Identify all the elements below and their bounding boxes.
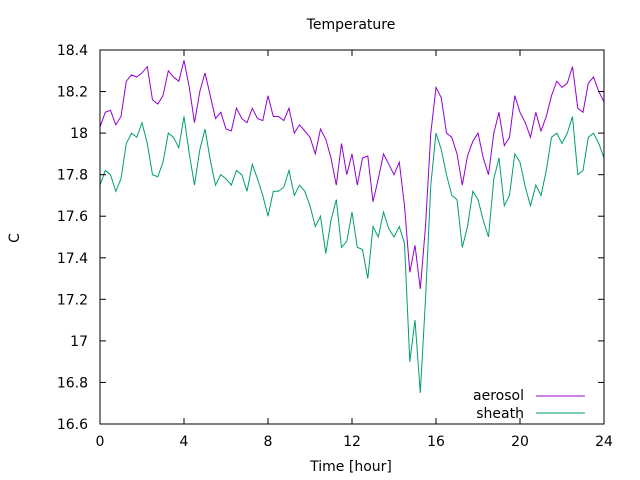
y-tick-label: 18.4 xyxy=(57,43,88,59)
plot-frame xyxy=(99,49,605,425)
x-tick-label: 0 xyxy=(96,434,105,450)
x-tick-label: 8 xyxy=(264,434,273,450)
y-tick-label: 17.4 xyxy=(57,251,88,267)
legend-label-aerosol: aerosol xyxy=(473,388,524,404)
legend-label-sheath: sheath xyxy=(476,406,524,422)
x-tick-label: 16 xyxy=(427,434,445,450)
x-tick-label: 20 xyxy=(511,434,529,450)
chart-title: Temperature xyxy=(306,17,396,33)
x-tick-label: 4 xyxy=(180,434,189,450)
y-tick-label: 17 xyxy=(70,334,88,350)
series-layer xyxy=(99,60,605,393)
y-axis-label: C xyxy=(7,233,23,243)
y-tick-label: 16.8 xyxy=(57,375,88,391)
legend: aerosol sheath xyxy=(473,388,585,422)
y-tick-label: 17.6 xyxy=(57,209,88,225)
series-line-aerosol xyxy=(99,60,605,289)
y-tick-label: 18 xyxy=(70,126,88,142)
y-tick-label: 17.2 xyxy=(57,292,88,308)
x-tick-label: 24 xyxy=(595,434,613,450)
x-axis-label: Time [hour] xyxy=(309,459,392,475)
y-tick-label: 17.8 xyxy=(57,168,88,184)
y-tick-label: 18.2 xyxy=(57,85,88,101)
y-tick-label: 16.6 xyxy=(57,417,88,433)
x-tick-label: 12 xyxy=(343,434,361,450)
tick-layer: 0 4 8 12 16 20 24 16.6 16.8 17 17.2 17.4 17.6 17.8 18 1… xyxy=(57,43,613,450)
series-line-sheath xyxy=(99,116,605,393)
